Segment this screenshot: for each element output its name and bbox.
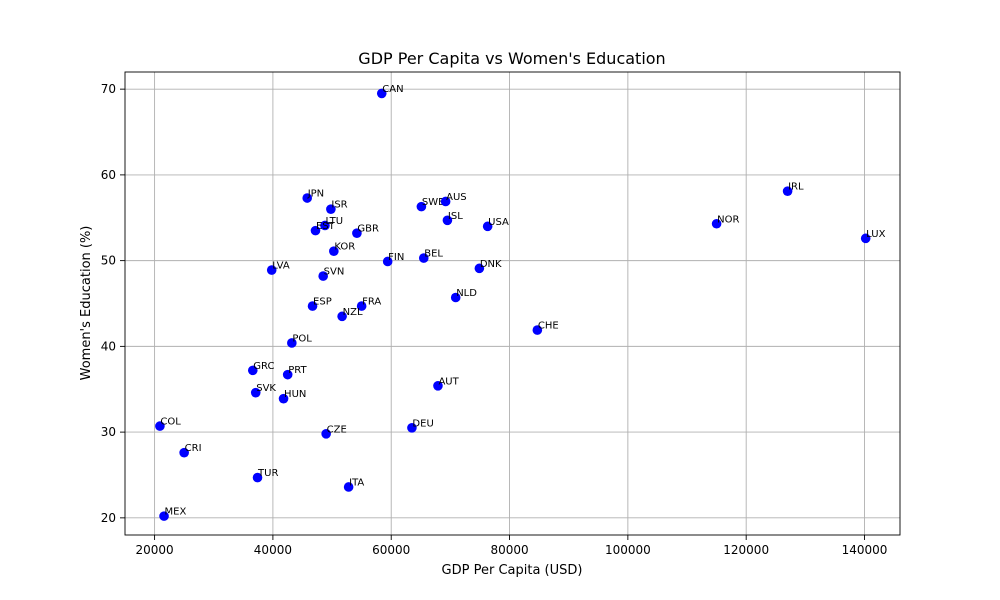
data-point [416,201,427,212]
data-point [474,263,485,274]
data-point [532,325,543,335]
axis-ticks: 20000 40000 60000 80000 100000 120000 140000 20… [101,82,888,557]
data-point [352,228,362,238]
data-point [356,301,367,311]
data-point-label: USA [488,217,509,228]
data-point-label: AUT [438,376,459,387]
data-point [482,221,493,232]
data-point-label: EST [316,221,336,232]
data-point-label: ISR [331,200,347,211]
data-point [376,88,387,99]
data-point [266,265,277,275]
data-point-label: GRC [253,361,274,372]
y-tick-label: 40 [101,339,116,353]
grid [125,72,900,535]
data-point [450,292,461,303]
x-tick-label: 40000 [254,543,292,557]
data-point [860,233,871,244]
x-tick-label: 100000 [605,543,651,557]
data-point [440,196,451,207]
data-point [155,421,165,431]
y-tick-label: 20 [101,511,116,525]
data-point [179,447,189,458]
data-point [250,387,261,398]
y-axis-label: Women's Education (%) [79,226,94,381]
plot-frame [124,71,901,536]
data-point-label: IRL [788,182,804,193]
data-point-label: DEU [412,418,433,429]
data-point-label: PRT [288,365,307,376]
data-point [252,472,263,483]
data-point-label: COL [160,417,181,428]
data-point [278,393,289,404]
data-point [307,301,318,311]
x-axis-label: GDP Per Capita (USD) [442,563,583,578]
x-tick-label: 140000 [842,543,888,557]
data-point [782,186,793,196]
data-point-label: CZE [327,424,347,435]
chart-title: GDP Per Capita vs Women's Education [358,49,665,68]
data-point [282,369,293,380]
data-point-label: GBR [357,224,379,235]
data-point-label: DNK [480,259,502,270]
data-point-label: KOR [334,242,355,253]
data-point-label: CRI [185,443,202,454]
data-point-label: MEX [165,507,187,518]
data-point [343,482,354,492]
y-tick-label: 60 [101,168,116,182]
data-point-label: POL [292,333,312,344]
x-tick-label: 20000 [135,543,173,557]
data-point-label: SVK [256,383,276,394]
data-point-label: JPN [307,189,324,200]
x-tick-label: 80000 [490,543,528,557]
data-point-label: SVN [324,267,345,278]
data-point-label: NLD [456,288,477,299]
data-point [329,246,339,256]
data-point [310,225,321,236]
data-point-label: NOR [717,214,739,225]
y-tick-label: 30 [101,425,116,439]
data-point [321,429,331,439]
data-point-label: CAN [382,84,403,95]
data-point [407,423,417,433]
data-point [287,338,297,348]
data-point-label: ITA [349,477,364,488]
data-point [711,218,722,229]
data-point [337,311,347,322]
data-point [159,511,169,521]
data-point-label: AUS [446,192,467,203]
data-point-label: NZL [343,307,363,318]
data-point-label: FIN [388,252,404,263]
data-point-label: BEL [424,249,443,260]
data-point [302,193,313,203]
data-point [382,256,393,267]
data-point [418,253,429,263]
data-point [433,381,443,391]
x-tick-label: 120000 [723,543,769,557]
data-point-label: LTU [325,216,343,227]
data-point-label: LVA [272,261,290,272]
data-point-label: SWE [422,197,445,208]
y-tick-label: 50 [101,254,116,268]
data-point [326,204,336,214]
data-point-label: ISL [448,211,463,222]
data-point [442,215,453,226]
data-point [247,365,258,376]
x-tick-label: 60000 [372,543,410,557]
data-point-label: TUR [257,468,278,479]
data-point-label: FRA [362,297,381,308]
data-point-label: CHE [538,321,559,332]
data-point-label: LUX [866,229,885,240]
data-point [318,271,328,281]
y-tick-label: 70 [101,82,116,96]
data-point-label: HUN [284,389,306,400]
data-point-label: ESP [313,297,332,308]
data-point [320,220,330,231]
